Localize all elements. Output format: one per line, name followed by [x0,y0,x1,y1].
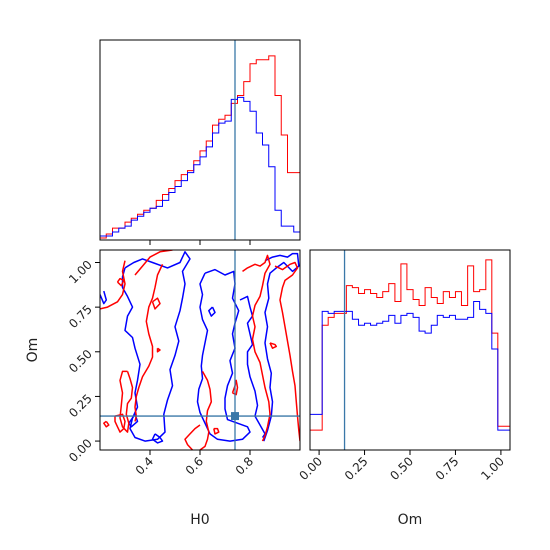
joint-panel: 0.4 0.6 0.8 0.00 0.25 0.50 0.75 1.00 H0 Om [25,249,301,528]
om-x-tick-label: 0.25 [342,454,371,483]
contour-blue [100,290,108,305]
contour-blue [239,295,266,438]
contour-red [184,424,201,450]
contour-red [242,254,271,442]
om-histogram-series [309,259,511,450]
joint-y-tick-label: 1.00 [66,258,95,287]
contour-blue [196,268,251,442]
om-histogram-red [309,259,511,450]
contour-blue [263,252,300,442]
joint-x-ticks: 0.4 0.6 0.8 [133,450,256,478]
contour-blue [121,251,191,442]
joint-truth-markers [100,250,300,450]
joint-y-tick-label: 0.00 [66,436,95,465]
contour-red [156,347,161,353]
h0-histogram-blue [99,96,301,240]
om-x-tick-label: 0.75 [433,454,462,483]
joint-y-tick-label: 0.50 [66,347,95,376]
om-marginal-frame [309,249,511,451]
h0-marginal-ticks [149,240,251,245]
om-x-tick-label: 0.50 [387,454,416,483]
joint-y-tick-label: 0.75 [66,302,95,331]
joint-y-tick-label: 0.25 [66,391,95,420]
joint-x-tick-label: 0.6 [183,454,206,477]
h0-marginal-frame [99,39,301,241]
contour-red [100,260,126,310]
contour-red [274,261,300,442]
y-axis-label-om: Om [25,338,41,363]
contour-blue [128,413,139,428]
contour-red [269,342,278,349]
om-histogram-blue [309,300,511,450]
joint-x-tick-label: 0.8 [233,454,256,477]
joint-truth-marker [231,412,239,421]
joint-x-tick-label: 0.4 [133,454,156,477]
om-marginal-panel: 0.00 0.25 0.50 0.75 1.00 Om [296,249,511,528]
contour-red [134,250,173,276]
x-axis-label-h0: H0 [190,512,209,528]
contour-blue [208,306,216,317]
h0-histogram-red [99,55,301,240]
om-x-tick-label: 1.00 [478,454,507,483]
h0-marginal-panel [99,39,301,245]
contour-red [116,277,125,287]
contour-red [213,427,220,435]
h0-histogram-series [99,55,301,240]
contour-lines [100,250,300,450]
contour-red [151,297,161,310]
om-x-tick-label: 0.00 [296,454,325,483]
x-axis-label-om: Om [398,512,423,528]
joint-y-ticks: 0.00 0.25 0.50 0.75 1.00 [66,258,100,465]
contour-red [134,263,164,422]
contour-red [103,420,110,428]
om-x-ticks: 0.00 0.25 0.50 0.75 1.00 [296,450,507,483]
contour-red [119,370,134,433]
contour-blue [151,433,164,444]
